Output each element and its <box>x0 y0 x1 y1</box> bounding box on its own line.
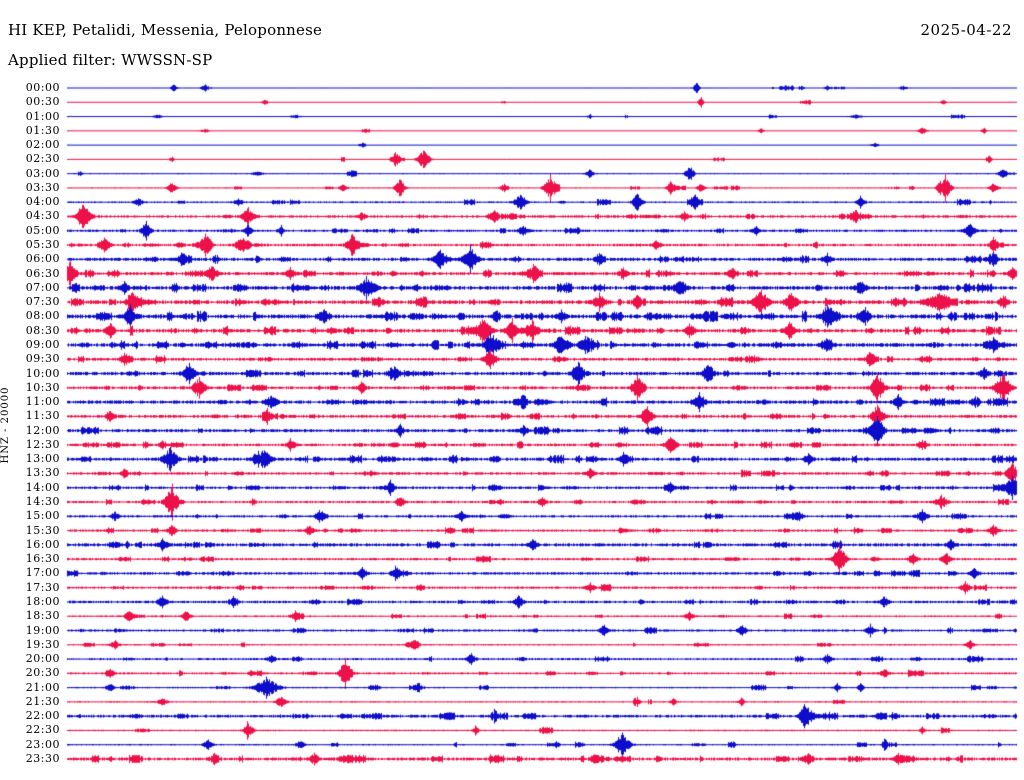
time-label-13:00: 13:00 <box>25 452 60 466</box>
time-label-11:30: 11:30 <box>25 409 60 423</box>
time-label-16:00: 16:00 <box>25 537 60 551</box>
time-label-22:00: 22:00 <box>25 709 60 723</box>
time-label-23:30: 23:30 <box>25 752 60 765</box>
time-label-05:30: 05:30 <box>25 238 60 252</box>
time-label-15:30: 15:30 <box>25 523 60 537</box>
time-label-23:00: 23:00 <box>25 737 60 751</box>
time-label-02:00: 02:00 <box>25 138 60 152</box>
time-label-03:30: 03:30 <box>25 180 60 194</box>
time-label-17:30: 17:30 <box>25 580 60 594</box>
time-label-05:00: 05:00 <box>25 223 60 237</box>
time-label-07:30: 07:30 <box>25 295 60 309</box>
time-label-16:30: 16:30 <box>25 552 60 566</box>
time-label-19:00: 19:00 <box>25 623 60 637</box>
time-label-03:00: 03:00 <box>25 166 60 180</box>
time-label-13:30: 13:30 <box>25 466 60 480</box>
time-label-15:00: 15:00 <box>25 509 60 523</box>
time-label-22:30: 22:30 <box>25 723 60 737</box>
time-label-08:00: 08:00 <box>25 309 60 323</box>
time-label-04:30: 04:30 <box>25 209 60 223</box>
time-label-19:30: 19:30 <box>25 637 60 651</box>
time-label-11:00: 11:00 <box>25 395 60 409</box>
time-label-20:30: 20:30 <box>25 666 60 680</box>
time-label-07:00: 07:00 <box>25 280 60 294</box>
time-label-06:30: 06:30 <box>25 266 60 280</box>
time-label-12:30: 12:30 <box>25 437 60 451</box>
time-axis: 00:00 00:30 01:00 01:30 02:00 02:30 03:00 03:30… <box>0 0 62 780</box>
time-label-14:00: 14:00 <box>25 480 60 494</box>
time-label-14:30: 14:30 <box>25 495 60 509</box>
time-label-21:00: 21:00 <box>25 680 60 694</box>
time-label-01:30: 01:30 <box>25 123 60 137</box>
time-label-02:30: 02:30 <box>25 152 60 166</box>
time-label-21:30: 21:30 <box>25 694 60 708</box>
time-label-18:00: 18:00 <box>25 594 60 608</box>
time-label-00:30: 00:30 <box>25 95 60 109</box>
time-label-06:00: 06:00 <box>25 252 60 266</box>
time-label-00:00: 00:00 <box>25 81 60 94</box>
time-label-20:00: 20:00 <box>25 652 60 666</box>
time-label-09:00: 09:00 <box>25 337 60 351</box>
time-label-12:00: 12:00 <box>25 423 60 437</box>
time-label-10:30: 10:30 <box>25 380 60 394</box>
time-label-04:00: 04:00 <box>25 195 60 209</box>
time-label-10:00: 10:00 <box>25 366 60 380</box>
time-label-01:00: 01:00 <box>25 109 60 123</box>
time-label-18:30: 18:30 <box>25 609 60 623</box>
time-label-08:30: 08:30 <box>25 323 60 337</box>
time-label-09:30: 09:30 <box>25 352 60 366</box>
time-label-17:00: 17:00 <box>25 566 60 580</box>
